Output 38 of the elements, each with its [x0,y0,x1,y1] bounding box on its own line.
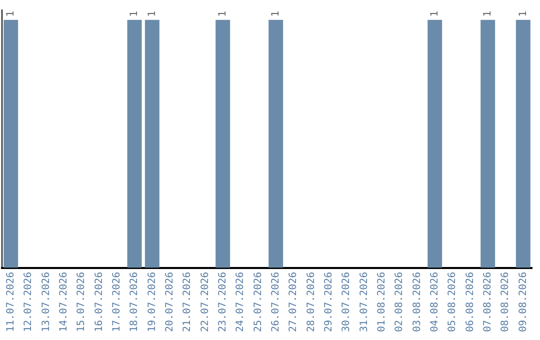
x-tick-label: 25.07.2026 [252,272,264,332]
x-tick-label: 07.08.2026 [482,272,494,332]
data-label: 1 [129,10,140,17]
x-tick-label: 04.08.2026 [429,272,440,332]
x-tick-label: 12.07.2026 [23,272,34,332]
data-label: 1 [5,10,16,17]
x-tick-label: 08.08.2026 [500,272,512,332]
x-tick-label: 06.08.2026 [464,272,476,332]
x-tick-label: 24.07.2026 [235,272,246,332]
x-tick-label: 20.07.2026 [164,272,176,332]
x-tick-label: 27.07.2026 [288,272,300,332]
x-tick-label: 16.07.2026 [94,272,105,332]
x-tick-label: 29.07.2026 [323,272,334,332]
x-tick-label: 26.07.2026 [270,272,282,332]
data-label: 1 [429,10,440,17]
x-tick-label: 05.08.2026 [447,272,458,332]
x-tick-label: 22.07.2026 [200,272,211,332]
data-label: 1 [518,10,529,17]
x-tick-label: 09.08.2026 [518,272,529,332]
x-tick-label: 03.08.2026 [412,272,423,332]
x-tick-label: 21.07.2026 [182,272,194,332]
x-tick-label: 19.07.2026 [146,272,158,332]
x-tick-label: 11.07.2026 [5,272,16,332]
x-tick-label: 14.07.2026 [58,272,70,332]
x-tick-label: 02.08.2026 [394,272,406,332]
x-tick-label: 28.07.2026 [306,272,317,332]
data-label: 1 [482,10,494,17]
data-label: 1 [146,10,158,17]
x-tick-label: 01.08.2026 [376,272,388,332]
x-tick-label: 30.07.2026 [341,272,352,332]
x-tick-label: 18.07.2026 [129,272,140,332]
x-tick-label: 13.07.2026 [40,272,52,332]
data-label: 1 [270,10,282,17]
x-tick-label: 17.07.2026 [111,272,122,332]
x-tick-label: 15.07.2026 [76,272,88,332]
x-tick-label: 31.07.2026 [358,272,370,332]
x-tick-label: 23.07.2026 [217,272,228,332]
data-label: 1 [217,10,228,17]
